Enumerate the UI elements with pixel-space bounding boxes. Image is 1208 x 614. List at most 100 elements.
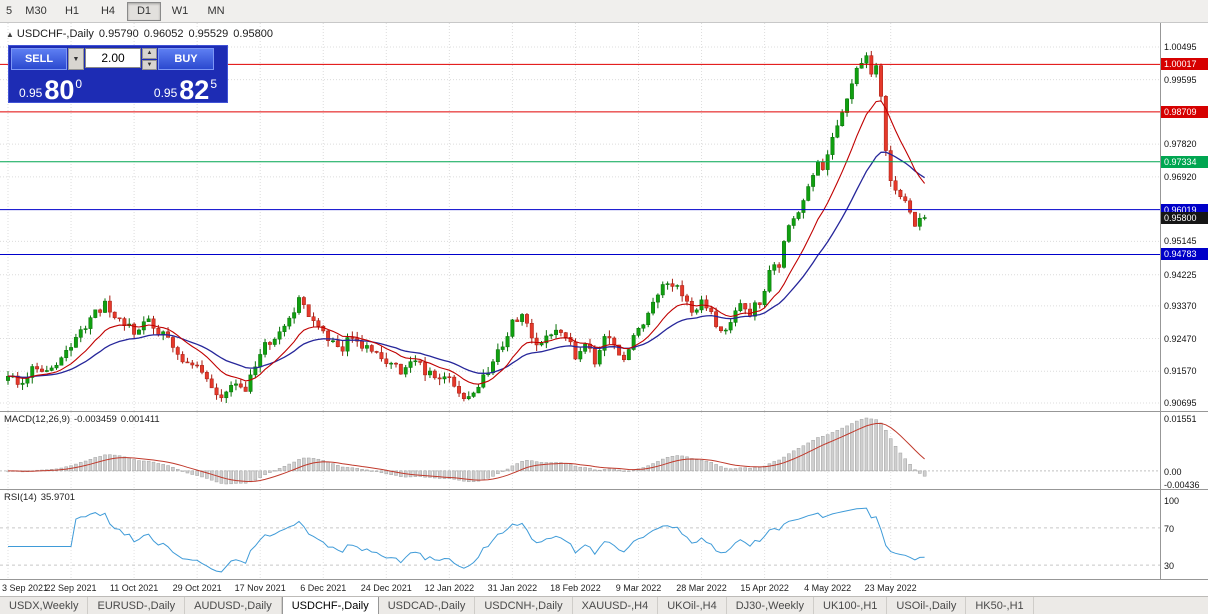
- date-label: 12 Jan 2022: [424, 583, 475, 593]
- date-label: 15 Apr 2022: [740, 583, 789, 593]
- one-click-trading-panel: SELL ▼ ▲ ▼ BUY 0.95 80 0: [8, 45, 228, 105]
- date-label: 31 Jan 2022: [487, 583, 538, 593]
- price-tick: 0.96920: [1164, 171, 1197, 182]
- rsi-panel[interactable]: 100 70 30 RSI(14) 35.9701: [0, 489, 1208, 579]
- tab-xauusd-h4[interactable]: XAUUSD-,H4: [573, 597, 659, 614]
- rsi-axis-tick: 70: [1164, 523, 1175, 534]
- price-level-badge: 0.95800: [1161, 211, 1208, 224]
- macd-panel[interactable]: 0.01551 0.00 -0.00436 MACD(12,26,9) -0.0034…: [0, 411, 1208, 490]
- buy-price: 0.95 82 5: [153, 75, 217, 105]
- chart-symbol: USDCHF-,Daily: [16, 28, 94, 40]
- rsi-axis-tick: 30: [1164, 561, 1175, 572]
- grid: [0, 23, 1160, 411]
- candlestick-chart[interactable]: [0, 23, 1160, 411]
- volume-decrease-button[interactable]: ▼: [142, 59, 157, 70]
- rsi-value: 35.9701: [40, 492, 76, 503]
- rsi-line: [8, 507, 925, 573]
- tab-eurusd-daily[interactable]: EURUSD-,Daily: [88, 597, 186, 614]
- date-label: 3 Sep 2021: [2, 583, 49, 593]
- rsi-chart[interactable]: [0, 490, 1160, 579]
- price-level-badge: 0.98709: [1161, 105, 1208, 118]
- arrow-down-icon: ▼: [146, 61, 153, 68]
- macd-axis-tick: -0.00436: [1164, 480, 1200, 490]
- chart-tabs-bar: USDX,Weekly EURUSD-,Daily AUDUSD-,Daily USD…: [0, 596, 1208, 614]
- date-label: 18 Feb 2022: [550, 583, 601, 593]
- macd-signal-line: [8, 422, 925, 483]
- date-label: 28 Mar 2022: [676, 583, 727, 593]
- date-label: 23 May 2022: [864, 583, 917, 593]
- tab-usdcad-daily[interactable]: USDCAD-,Daily: [379, 597, 476, 614]
- date-label: 11 Oct 2021: [109, 583, 159, 593]
- macd-label: MACD(12,26,9) -0.003459 0.001411: [4, 414, 164, 425]
- date-label: 6 Dec 2021: [300, 583, 347, 593]
- price-level-badge: 0.97334: [1161, 155, 1208, 168]
- timeframe-button-5[interactable]: 5: [5, 5, 13, 17]
- date-label: 29 Oct 2021: [172, 583, 222, 593]
- horizontal-levels[interactable]: [0, 63, 1160, 255]
- price-level-badge: 0.94783: [1161, 248, 1208, 261]
- timeframe-button-w1[interactable]: W1: [171, 5, 189, 17]
- macd-axis: 0.01551 0.00 -0.00436: [1160, 412, 1208, 490]
- tab-uk100-h1[interactable]: UK100-,H1: [814, 597, 888, 614]
- rsi-name: RSI(14): [4, 492, 37, 503]
- volume-input[interactable]: [85, 48, 141, 68]
- tab-usoil-daily[interactable]: USOil-,Daily: [887, 597, 967, 614]
- date-label: 17 Nov 2021: [234, 583, 286, 593]
- volume-stepper: ▲ ▼: [142, 48, 157, 70]
- timeframe-toolbar: 5 M30 H1 H4 D1 W1 MN: [0, 0, 1208, 23]
- rsi-label: RSI(14) 35.9701: [4, 492, 79, 503]
- tab-usdcnh-daily[interactable]: USDCNH-,Daily: [475, 597, 573, 614]
- rsi-axis: 100 70 30: [1160, 490, 1208, 579]
- price-axis[interactable]: 1.00495 0.99595 0.97820 0.96920 0.95145 0.942…: [1160, 23, 1208, 411]
- tab-audusd-daily[interactable]: AUDUSD-,Daily: [185, 597, 282, 614]
- ohlc-open: 0.95790: [98, 28, 139, 40]
- price-tick: 0.97820: [1164, 139, 1197, 150]
- volume-dropdown-button[interactable]: ▼: [68, 48, 84, 70]
- ohlc-high: 0.96052: [143, 28, 184, 40]
- sell-price: 0.95 80 0: [19, 75, 83, 105]
- macd-axis-tick: 0.00: [1164, 466, 1182, 477]
- buy-button[interactable]: BUY: [158, 48, 214, 70]
- chart-window: 1.00495 0.99595 0.97820 0.96920 0.95145 0.942…: [0, 22, 1208, 597]
- timeframe-button-m30[interactable]: M30: [25, 5, 47, 17]
- date-label: 22 Sep 2021: [45, 583, 97, 593]
- time-axis[interactable]: 3 Sep 2021 22 Sep 2021 11 Oct 2021 29 Oct 2…: [0, 579, 1208, 597]
- ma-slow-line: [8, 151, 925, 378]
- price-tick: 0.91570: [1164, 366, 1197, 377]
- date-label: 4 May 2022: [804, 583, 852, 593]
- tab-ukoil-h4[interactable]: UKOil-,H4: [658, 597, 727, 614]
- ohlc-low: 0.95529: [188, 28, 229, 40]
- price-tick: 0.95145: [1164, 236, 1197, 247]
- ma-fast-line: [8, 100, 926, 385]
- price-tick: 1.00495: [1164, 41, 1197, 52]
- tab-hk50-h1[interactable]: HK50-,H1: [966, 597, 1034, 614]
- tab-usdx-weekly[interactable]: USDX,Weekly: [0, 597, 89, 614]
- timeframe-button-h1[interactable]: H1: [64, 5, 80, 17]
- volume-increase-button[interactable]: ▲: [142, 48, 157, 59]
- price-tick: 0.93370: [1164, 300, 1197, 311]
- price-level-badge: 1.00017: [1161, 58, 1208, 71]
- macd-histogram: [6, 417, 927, 485]
- candles-group: [6, 50, 927, 403]
- tab-dj30-weekly[interactable]: DJ30-,Weekly: [727, 597, 814, 614]
- timeframe-button-h4[interactable]: H4: [100, 5, 116, 17]
- chart-icon: ▲: [6, 30, 14, 39]
- chevron-down-icon: ▼: [72, 55, 80, 63]
- ohlc-close: 0.95800: [233, 28, 273, 40]
- macd-chart[interactable]: [0, 412, 1160, 489]
- timeframe-button-mn[interactable]: MN: [207, 5, 225, 17]
- macd-axis-tick: 0.01551: [1164, 414, 1197, 424]
- price-tick: 0.94225: [1164, 269, 1197, 280]
- macd-main-value: -0.003459: [74, 414, 117, 425]
- sell-button[interactable]: SELL: [11, 48, 67, 70]
- date-label: 9 Mar 2022: [615, 583, 662, 593]
- price-tick: 0.99595: [1164, 74, 1197, 85]
- arrow-up-icon: ▲: [146, 50, 153, 57]
- date-label: 24 Dec 2021: [360, 583, 412, 593]
- tab-usdchf-daily[interactable]: USDCHF-,Daily: [281, 597, 379, 614]
- price-chart-panel[interactable]: 1.00495 0.99595 0.97820 0.96920 0.95145 0.942…: [0, 23, 1208, 411]
- timeframe-button-d1[interactable]: D1: [127, 1, 161, 21]
- price-tick: 0.92470: [1164, 333, 1197, 344]
- price-tick: 0.90695: [1164, 398, 1197, 408]
